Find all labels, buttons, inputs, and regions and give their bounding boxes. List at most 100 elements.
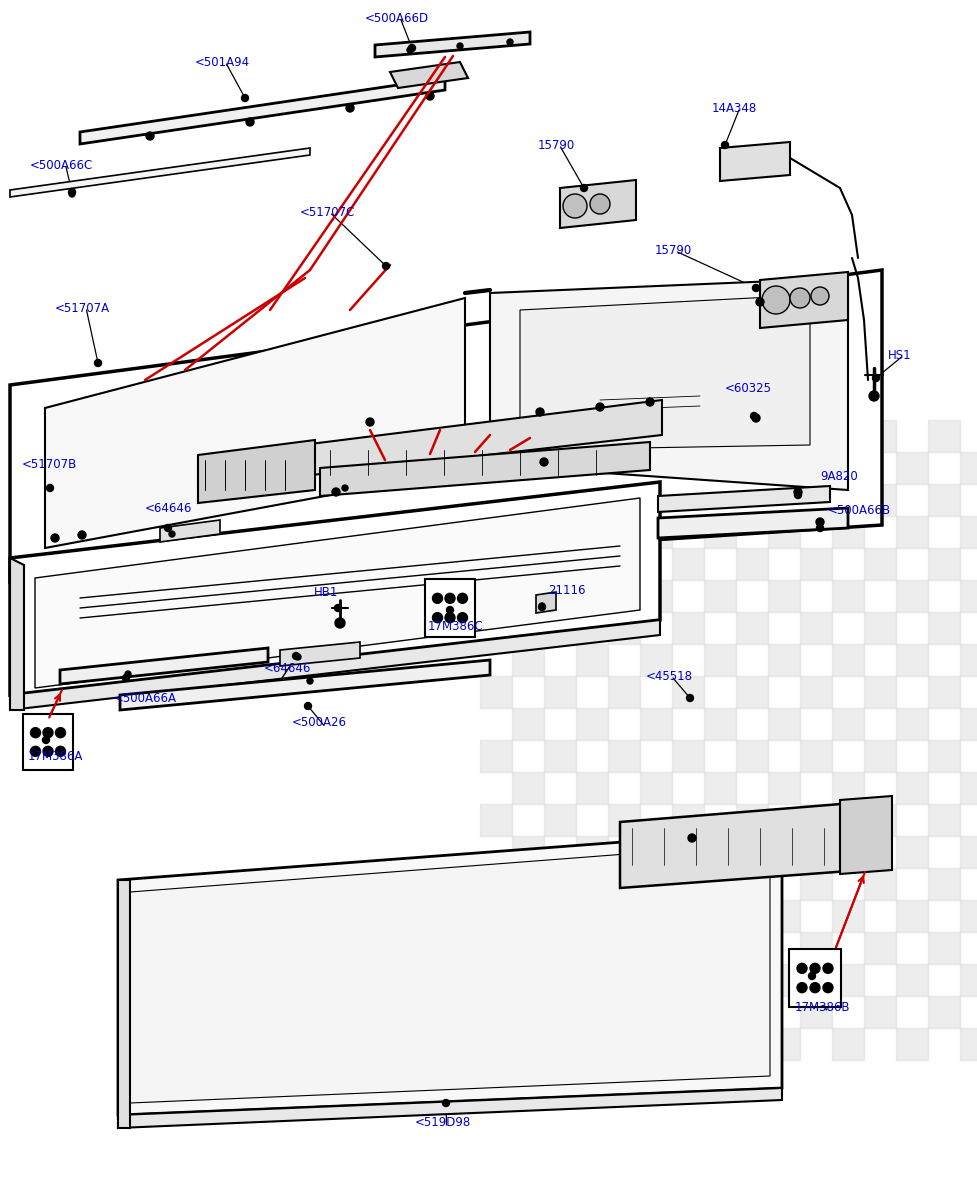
Circle shape	[30, 727, 40, 738]
Bar	[512, 836, 543, 868]
Bar	[543, 484, 575, 516]
Bar	[575, 644, 608, 676]
Polygon shape	[10, 270, 881, 582]
Circle shape	[426, 92, 434, 100]
Text: <51707C: <51707C	[300, 205, 355, 218]
Circle shape	[793, 488, 801, 496]
Polygon shape	[60, 648, 268, 684]
Bar	[927, 484, 959, 516]
Circle shape	[365, 418, 373, 426]
Circle shape	[823, 964, 832, 973]
Bar	[512, 708, 543, 740]
Bar	[671, 868, 703, 900]
Bar	[799, 804, 831, 836]
Bar	[480, 740, 512, 772]
Bar	[703, 708, 736, 740]
Circle shape	[169, 530, 175, 538]
Bar	[608, 740, 639, 772]
Bar	[639, 1028, 671, 1060]
Text: 14A348: 14A348	[711, 102, 756, 114]
Bar	[799, 612, 831, 644]
Bar	[639, 772, 671, 804]
Bar	[671, 932, 703, 964]
Circle shape	[334, 605, 341, 612]
Polygon shape	[374, 32, 530, 58]
Bar	[863, 740, 895, 772]
Bar	[799, 868, 831, 900]
Bar	[639, 452, 671, 484]
Bar	[639, 516, 671, 548]
Bar	[831, 644, 863, 676]
Bar	[767, 900, 799, 932]
Bar	[895, 644, 927, 676]
Bar	[767, 580, 799, 612]
Bar	[480, 996, 512, 1028]
Bar	[543, 548, 575, 580]
Polygon shape	[45, 298, 464, 548]
Polygon shape	[719, 142, 789, 181]
Text: 17M386A: 17M386A	[28, 750, 83, 762]
Bar	[736, 804, 767, 836]
Bar	[703, 900, 736, 932]
Bar	[512, 772, 543, 804]
Bar	[608, 612, 639, 644]
Bar	[671, 612, 703, 644]
Polygon shape	[10, 482, 659, 695]
Bar	[927, 996, 959, 1028]
Circle shape	[246, 118, 254, 126]
Bar	[543, 740, 575, 772]
Bar	[831, 900, 863, 932]
Bar	[480, 676, 512, 708]
Bar	[895, 836, 927, 868]
Bar	[639, 580, 671, 612]
Bar	[575, 964, 608, 996]
Bar	[639, 964, 671, 996]
Bar	[831, 452, 863, 484]
Text: 17M386B: 17M386B	[794, 1002, 850, 1014]
Bar	[575, 900, 608, 932]
Circle shape	[292, 653, 299, 660]
Circle shape	[78, 530, 86, 539]
Bar	[608, 996, 639, 1028]
Circle shape	[335, 618, 345, 628]
Text: <64646: <64646	[145, 502, 192, 515]
Bar	[959, 452, 977, 484]
Bar	[927, 740, 959, 772]
Bar	[512, 516, 543, 548]
Text: <45518: <45518	[646, 670, 693, 683]
Text: Soulderio: Soulderio	[176, 496, 564, 564]
Circle shape	[342, 485, 348, 491]
Bar	[543, 932, 575, 964]
Polygon shape	[489, 278, 847, 490]
Bar	[831, 580, 863, 612]
Bar	[863, 484, 895, 516]
Circle shape	[815, 518, 824, 526]
Circle shape	[538, 602, 544, 608]
Circle shape	[146, 132, 153, 140]
Bar	[927, 932, 959, 964]
Circle shape	[457, 613, 467, 623]
Bar	[799, 484, 831, 516]
Bar	[767, 1028, 799, 1060]
Bar	[575, 1028, 608, 1060]
Bar	[895, 964, 927, 996]
Bar	[512, 580, 543, 612]
Bar	[480, 484, 512, 516]
Bar	[736, 868, 767, 900]
Circle shape	[122, 674, 129, 682]
Polygon shape	[35, 498, 639, 688]
Bar	[927, 676, 959, 708]
Text: 15790: 15790	[537, 138, 574, 151]
Circle shape	[589, 194, 610, 214]
Circle shape	[535, 408, 543, 416]
Polygon shape	[658, 508, 847, 538]
Circle shape	[796, 964, 806, 973]
Circle shape	[506, 40, 513, 46]
Bar	[608, 420, 639, 452]
Bar	[831, 964, 863, 996]
Bar	[863, 612, 895, 644]
Bar	[512, 1028, 543, 1060]
Bar	[767, 772, 799, 804]
Circle shape	[346, 104, 354, 112]
Bar	[895, 580, 927, 612]
